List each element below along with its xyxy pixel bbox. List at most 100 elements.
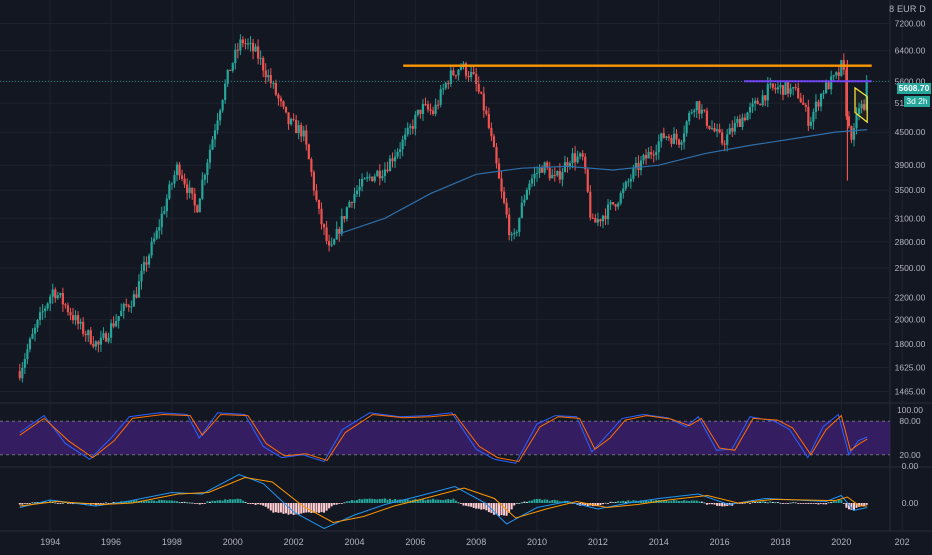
candle[interactable] xyxy=(589,185,592,221)
candle[interactable] xyxy=(786,81,790,98)
candle[interactable] xyxy=(343,215,346,223)
candle[interactable] xyxy=(340,208,343,237)
candle[interactable] xyxy=(655,144,658,161)
candle[interactable] xyxy=(822,89,825,99)
moving-average-line[interactable] xyxy=(339,129,868,235)
candle[interactable] xyxy=(186,178,189,200)
candle[interactable] xyxy=(36,318,39,332)
candle[interactable] xyxy=(748,102,752,120)
candle[interactable] xyxy=(109,319,113,344)
candle[interactable] xyxy=(368,173,371,181)
candle[interactable] xyxy=(809,116,812,129)
candle[interactable] xyxy=(604,208,607,226)
candle[interactable] xyxy=(647,147,650,159)
candle[interactable] xyxy=(586,168,589,194)
candle[interactable] xyxy=(350,201,354,208)
candle[interactable] xyxy=(535,166,539,182)
candle[interactable] xyxy=(797,82,800,99)
candle[interactable] xyxy=(269,68,272,88)
candle[interactable] xyxy=(548,161,551,181)
stochastic-d-line[interactable] xyxy=(19,413,868,463)
candle[interactable] xyxy=(31,328,34,340)
candle[interactable] xyxy=(475,67,478,92)
candle[interactable] xyxy=(715,123,719,138)
candle[interactable] xyxy=(434,98,437,117)
candle[interactable] xyxy=(328,234,331,252)
candle[interactable] xyxy=(594,213,597,223)
candle[interactable] xyxy=(799,92,802,103)
candle[interactable] xyxy=(333,238,336,246)
candle[interactable] xyxy=(515,229,518,237)
candle[interactable] xyxy=(399,142,402,160)
candle[interactable] xyxy=(254,43,257,53)
candle[interactable] xyxy=(229,69,232,71)
candle[interactable] xyxy=(59,292,62,299)
candle[interactable] xyxy=(541,165,544,173)
candle[interactable] xyxy=(609,199,612,210)
candle[interactable] xyxy=(267,69,270,82)
candle[interactable] xyxy=(688,110,691,125)
candle[interactable] xyxy=(226,69,229,88)
candle[interactable] xyxy=(241,36,245,48)
candle[interactable] xyxy=(147,253,151,268)
candle[interactable] xyxy=(257,39,260,65)
candle[interactable] xyxy=(196,204,199,213)
candle[interactable] xyxy=(102,327,105,341)
candle[interactable] xyxy=(642,153,645,165)
candle[interactable] xyxy=(353,187,356,209)
candle[interactable] xyxy=(738,114,741,127)
candle[interactable] xyxy=(819,92,823,112)
candle[interactable] xyxy=(665,135,668,141)
stochastic-pane[interactable] xyxy=(0,412,890,464)
bull-flag-channel[interactable] xyxy=(854,86,868,124)
candle[interactable] xyxy=(695,101,698,119)
candle[interactable] xyxy=(386,161,389,173)
candle[interactable] xyxy=(769,77,772,89)
candle[interactable] xyxy=(693,108,696,118)
candle[interactable] xyxy=(713,122,716,133)
candle[interactable] xyxy=(145,256,148,272)
candle[interactable] xyxy=(705,107,709,129)
candle[interactable] xyxy=(442,83,445,95)
candle[interactable] xyxy=(115,313,118,328)
candle[interactable] xyxy=(520,196,523,219)
candle[interactable] xyxy=(287,112,290,130)
candle[interactable] xyxy=(792,86,795,96)
candle[interactable] xyxy=(193,187,196,213)
candle[interactable] xyxy=(667,133,670,142)
candle[interactable] xyxy=(249,36,252,52)
candle[interactable] xyxy=(660,132,663,148)
candle[interactable] xyxy=(482,86,485,118)
candle[interactable] xyxy=(66,302,70,316)
candle[interactable] xyxy=(330,237,333,248)
candle[interactable] xyxy=(513,228,516,240)
candle[interactable] xyxy=(94,340,97,351)
candle[interactable] xyxy=(97,340,100,353)
candle[interactable] xyxy=(634,157,638,176)
candle[interactable] xyxy=(563,155,567,173)
candle[interactable] xyxy=(307,143,310,160)
candle[interactable] xyxy=(614,203,617,211)
candle[interactable] xyxy=(358,178,361,197)
candle[interactable] xyxy=(743,113,747,122)
candle[interactable] xyxy=(409,123,412,135)
candle[interactable] xyxy=(523,194,526,207)
candle[interactable] xyxy=(203,173,206,186)
candle[interactable] xyxy=(295,114,298,134)
candle[interactable] xyxy=(355,185,359,198)
candle[interactable] xyxy=(84,330,87,342)
candle[interactable] xyxy=(726,128,729,152)
candle[interactable] xyxy=(452,67,455,77)
candle[interactable] xyxy=(206,158,209,184)
candle[interactable] xyxy=(76,311,80,330)
candle[interactable] xyxy=(698,100,701,120)
candle[interactable] xyxy=(135,286,138,299)
candle[interactable] xyxy=(794,83,797,91)
candle[interactable] xyxy=(406,122,409,137)
candle[interactable] xyxy=(264,63,267,84)
candle[interactable] xyxy=(262,56,265,78)
candle[interactable] xyxy=(79,318,82,330)
candle[interactable] xyxy=(160,206,163,235)
candle[interactable] xyxy=(579,152,582,160)
